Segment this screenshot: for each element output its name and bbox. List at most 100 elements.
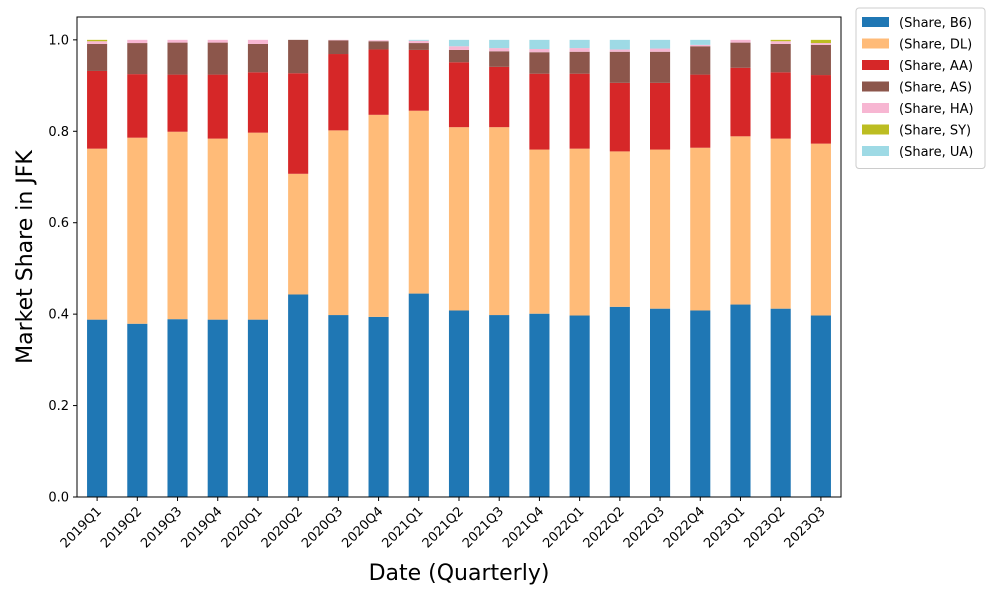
y-tick-label: 1.0: [48, 33, 69, 48]
bar-segment: [127, 39, 148, 44]
legend-swatch: [862, 103, 889, 113]
x-tick-label: 2019Q1: [58, 504, 105, 551]
bar-segment: [408, 49, 429, 111]
bar-segment: [87, 319, 108, 497]
x-tick-label: 2021Q2: [420, 504, 467, 551]
x-tick-label: 2020Q3: [299, 504, 346, 551]
y-axis: 0.0 0.2 0.4 0.6 0.8 1.0: [48, 33, 77, 506]
bar-segment: [650, 51, 671, 83]
bar-segment: [448, 49, 470, 63]
bar-segment: [87, 43, 108, 71]
x-tick-label: 2021Q4: [500, 504, 547, 551]
bar-segment: [569, 51, 590, 74]
legend-swatch: [862, 60, 889, 70]
bar-segment: [167, 74, 188, 132]
bar-segment: [569, 73, 590, 149]
bar-segment: [770, 43, 791, 73]
bar-segment: [650, 39, 671, 49]
bar-segment: [810, 75, 831, 144]
bar-segment: [609, 306, 630, 497]
bar-segment: [87, 70, 108, 149]
bar-segment: [448, 310, 470, 497]
bar-segment: [569, 39, 590, 49]
bar-segment: [650, 82, 671, 150]
legend-swatch: [862, 124, 889, 135]
bar-segment: [489, 48, 510, 52]
bar-segment: [810, 143, 831, 316]
bar-segment: [207, 42, 228, 75]
bar-segment: [408, 293, 429, 497]
bar-segment: [730, 42, 751, 68]
bar-segment: [448, 127, 470, 311]
bar-segment: [529, 73, 550, 150]
bar-segment: [810, 44, 831, 76]
bar-segment: [328, 54, 349, 131]
legend-label: (Share, UA): [899, 145, 973, 160]
bar-segment: [247, 39, 268, 44]
bars-layer: [87, 39, 831, 497]
x-tick-label: 2023Q2: [741, 504, 788, 551]
bar-segment: [247, 72, 268, 133]
legend-label: (Share, AS): [899, 81, 972, 96]
bar-segment: [448, 39, 470, 47]
bar-segment: [569, 148, 590, 316]
bar-segment: [690, 74, 711, 148]
bar-segment: [690, 46, 711, 75]
bar-segment: [167, 39, 188, 43]
bar-segment: [569, 48, 590, 52]
legend-label: (Share, HA): [899, 102, 974, 117]
bar-segment: [489, 66, 510, 128]
bar-segment: [288, 173, 309, 295]
bar-segment: [730, 39, 751, 43]
bar-segment: [650, 308, 671, 497]
legend-label: (Share, AA): [899, 59, 973, 74]
bar-segment: [650, 149, 671, 309]
bar-segment: [770, 138, 791, 309]
bar-segment: [609, 51, 630, 83]
bar-segment: [690, 310, 711, 497]
bar-segment: [247, 43, 268, 73]
x-tick-label: 2020Q1: [219, 504, 266, 551]
bar-segment: [770, 41, 791, 44]
bar-segment: [730, 67, 751, 137]
bar-segment: [810, 39, 831, 44]
x-tick-label: 2022Q1: [540, 504, 587, 551]
y-tick-label: 0.4: [48, 308, 69, 323]
x-tick-label: 2019Q2: [98, 504, 145, 551]
bar-segment: [448, 62, 470, 128]
bar-segment: [529, 39, 550, 49]
x-axis: 2019Q12019Q22019Q32019Q42020Q12020Q22020…: [58, 497, 829, 551]
bar-segment: [690, 44, 711, 47]
bar-segment: [207, 319, 228, 497]
bar-segment: [288, 73, 309, 174]
bar-segment: [247, 319, 268, 497]
bar-segment: [690, 39, 711, 45]
legend-swatch: [862, 81, 889, 92]
bar-segment: [127, 137, 148, 324]
bar-segment: [408, 40, 429, 44]
bar-segment: [328, 130, 349, 316]
bar-segment: [489, 39, 510, 49]
bar-segment: [87, 148, 108, 320]
bar-segment: [529, 52, 550, 74]
bar-segment: [368, 114, 389, 317]
bar-segment: [810, 43, 831, 45]
legend-label: (Share, B6): [899, 16, 972, 31]
bar-segment: [810, 315, 831, 497]
bar-segment: [328, 315, 349, 497]
y-tick-label: 0.6: [48, 216, 69, 231]
bar-segment: [609, 82, 630, 152]
bar-segment: [489, 51, 510, 67]
x-tick-label: 2019Q4: [178, 504, 225, 551]
bar-segment: [408, 110, 429, 294]
x-tick-label: 2022Q4: [661, 504, 708, 551]
x-tick-label: 2021Q1: [380, 504, 427, 551]
legend: (Share, B6) (Share, DL) (Share, AA) (Share,…: [855, 7, 986, 169]
bar-segment: [448, 46, 470, 50]
bar-segment: [328, 40, 349, 55]
bar-segment: [489, 127, 510, 316]
bar-segment: [288, 294, 309, 497]
bar-segment: [288, 39, 309, 74]
bar-segment: [207, 74, 228, 139]
